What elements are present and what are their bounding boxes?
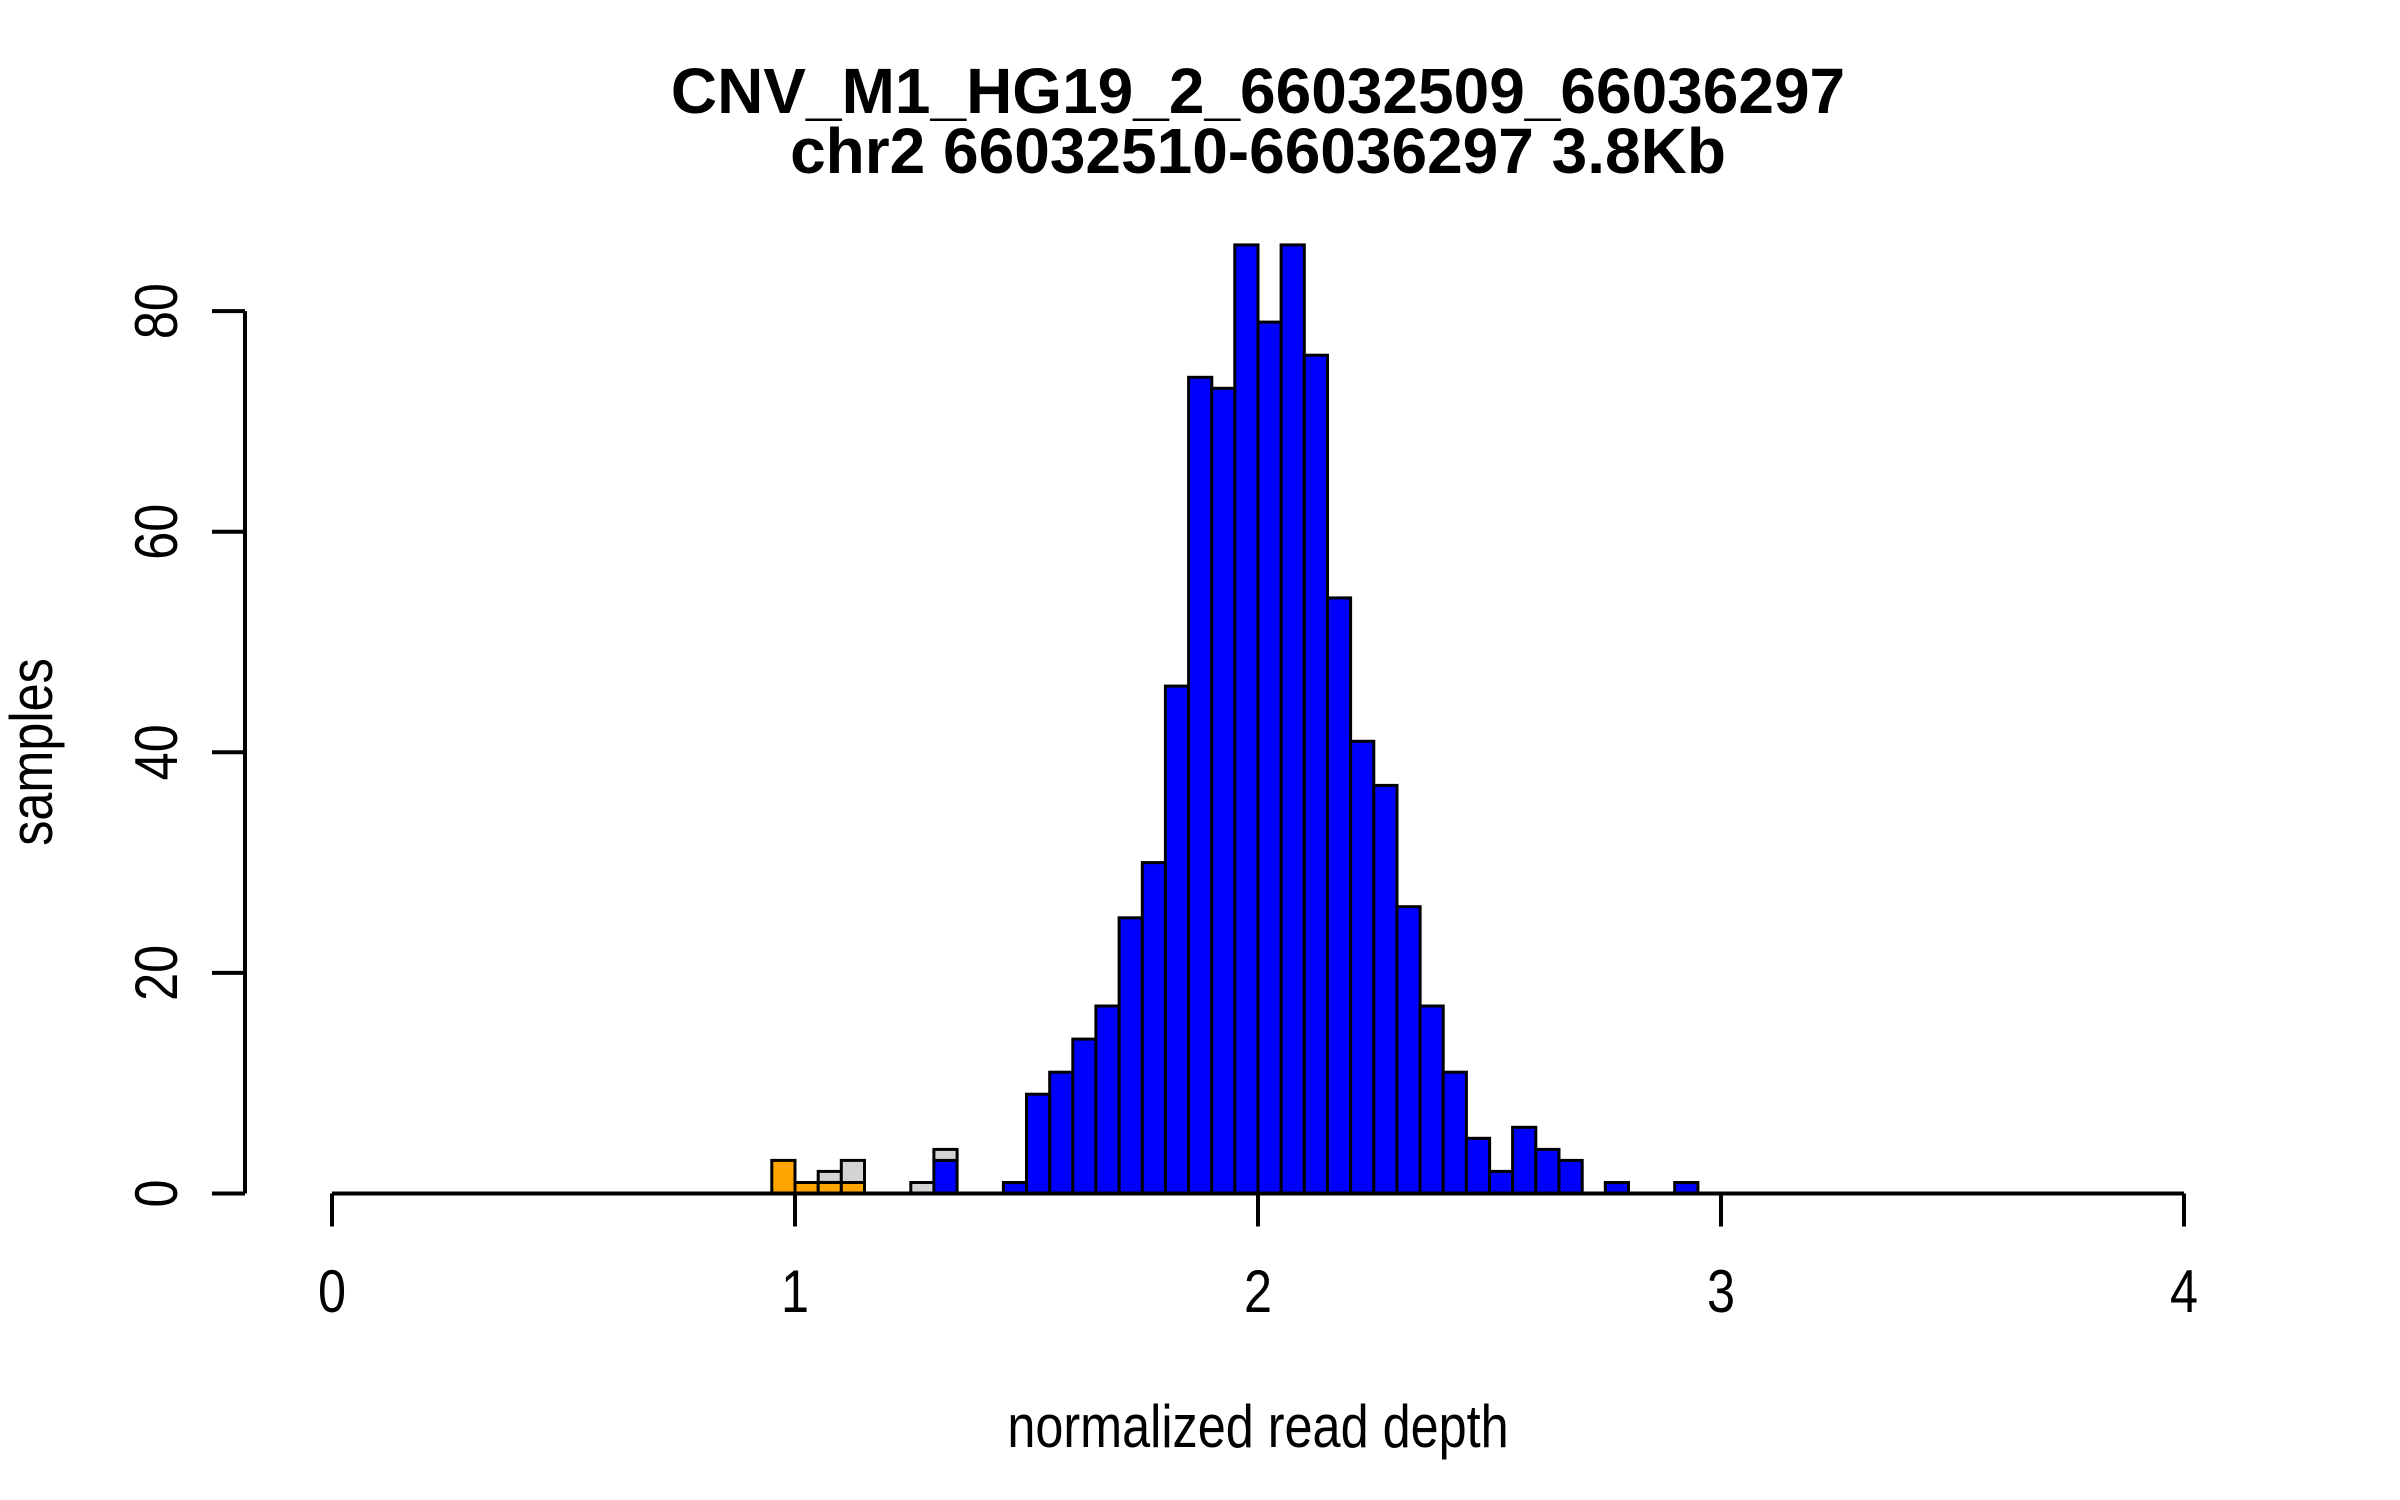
histogram-bar-segment [932, 1158, 959, 1196]
histogram-bar-segment [1302, 353, 1330, 1195]
chart-title: CNV_M1_HG19_2_66032509_66036297 [671, 55, 1845, 127]
histogram-bar-segment [816, 1169, 843, 1184]
histogram-bar-segment [1140, 861, 1168, 1195]
histogram-bar-segment [1534, 1147, 1561, 1196]
histogram-bar-segment [1233, 243, 1260, 1195]
x-tick-label: 0 [318, 1258, 346, 1325]
histogram-bar-segment [1163, 684, 1191, 1195]
bars-layer [770, 243, 1700, 1196]
histogram-bar-segment [1210, 386, 1237, 1195]
histogram-bar-segment [1071, 1037, 1098, 1195]
histogram-bar-segment [1557, 1158, 1584, 1196]
y-tick-label: 40 [123, 724, 190, 780]
x-tick-label: 3 [1707, 1258, 1735, 1325]
histogram-bar-segment [1511, 1125, 1538, 1196]
histogram-bar-segment [1025, 1092, 1052, 1195]
histogram-bar-segment [770, 1158, 797, 1196]
histogram-bar-segment [1441, 1070, 1468, 1195]
x-tick-label: 2 [1244, 1258, 1272, 1325]
y-tick-label: 0 [123, 1179, 190, 1207]
histogram-bar-segment [1349, 739, 1376, 1195]
y-tick-label: 60 [123, 504, 190, 560]
x-tick-label: 1 [781, 1258, 809, 1325]
histogram-bar-segment [1418, 1004, 1445, 1195]
histogram-bar-segment [1187, 375, 1214, 1195]
y-tick-label: 20 [123, 945, 190, 1001]
x-tick-label: 4 [2170, 1258, 2198, 1325]
histogram-bar-segment [1464, 1136, 1492, 1195]
histogram-bar-segment [1372, 783, 1399, 1196]
chart-subtitle: chr2 66032510-66036297 3.8Kb [790, 115, 1726, 187]
y-axis-label: samples [0, 658, 65, 846]
histogram-bar-segment [839, 1158, 866, 1185]
histogram-bar-segment [1395, 905, 1422, 1195]
histogram-bar-segment [1488, 1169, 1515, 1196]
y-tick-label: 80 [123, 283, 190, 339]
histogram-bar-segment [1325, 596, 1353, 1195]
x-axis-label: normalized read depth [1007, 1393, 1508, 1460]
histogram-bar-segment [932, 1147, 959, 1162]
histogram-bar-segment [1117, 916, 1144, 1196]
histogram-bar-segment [1094, 1004, 1121, 1195]
histogram-bar-segment [1048, 1070, 1075, 1195]
histogram-bar-segment [1279, 243, 1306, 1195]
histogram-bar-segment [1256, 320, 1283, 1196]
